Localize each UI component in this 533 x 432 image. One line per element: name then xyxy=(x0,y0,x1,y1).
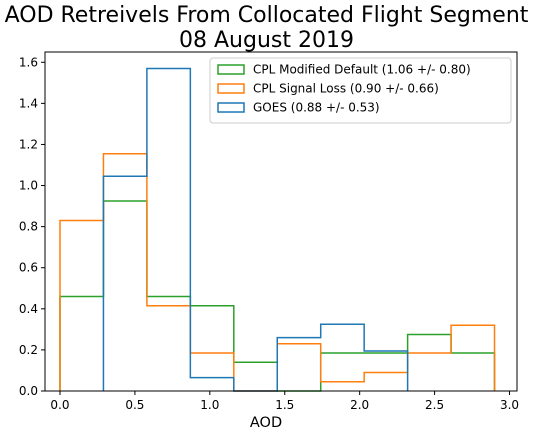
legend-label-1: CPL Modified Default (1.06 +/- 0.80) xyxy=(253,63,471,77)
y-tick-label: 0.0 xyxy=(19,384,38,398)
legend: CPL Modified Default (1.06 +/- 0.80) CPL … xyxy=(209,57,512,124)
y-tick-label: 0.4 xyxy=(19,302,38,316)
y-tick-label: 0.6 xyxy=(19,261,38,275)
axes-frame xyxy=(44,51,518,392)
chart-subtitle: 08 August 2019 xyxy=(179,28,354,53)
y-tick-label: 1.0 xyxy=(19,179,38,193)
chart-title: AOD Retreivels From Collocated Flight Se… xyxy=(5,3,529,28)
legend-label-2: CPL Signal Loss (0.90 +/- 0.66) xyxy=(253,82,439,96)
x-tick-label: 3.0 xyxy=(500,398,519,412)
legend-label-3: GOES (0.88 +/- 0.53) xyxy=(253,101,380,115)
x-tick-label: 1.0 xyxy=(200,398,219,412)
legend-box xyxy=(209,57,512,124)
y-tick-label: 1.2 xyxy=(19,137,38,151)
x-tick-label: 1.5 xyxy=(275,398,294,412)
legend-swatch-2 xyxy=(217,83,245,94)
x-tick-label: 2.0 xyxy=(350,398,369,412)
x-axis-label: AOD xyxy=(250,415,282,431)
y-tick-label: 1.4 xyxy=(19,96,38,110)
y-tick-label: 1.6 xyxy=(19,55,38,69)
x-tick-label: 0.0 xyxy=(50,398,69,412)
legend-swatch-3 xyxy=(217,102,245,113)
plot-area: 0.0 0.5 1.0 1.5 2.0 2.5 3.0 0.0 0.2 0.4 0.6 0.8 1.0 1… xyxy=(19,51,519,412)
y-tick-label: 0.2 xyxy=(19,343,38,357)
legend-swatch-1 xyxy=(217,64,245,75)
x-tick-label: 0.5 xyxy=(125,398,144,412)
y-tick-label: 0.8 xyxy=(19,220,38,234)
x-tick-label: 2.5 xyxy=(425,398,444,412)
